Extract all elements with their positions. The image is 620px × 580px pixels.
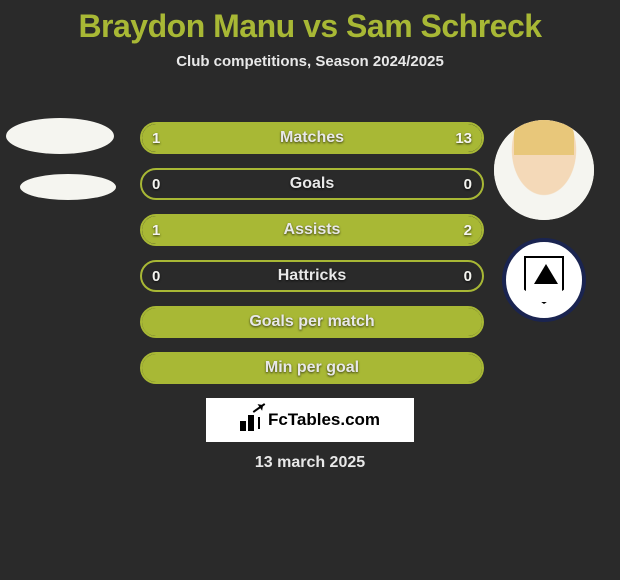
stat-label: Goals [142, 170, 482, 198]
right-column [494, 120, 594, 322]
stat-bar: 00Goals [140, 168, 484, 200]
stat-label: Goals per match [142, 308, 482, 336]
player2-club-logo [502, 238, 586, 322]
player1-name: Braydon Manu [78, 8, 294, 44]
left-column [6, 118, 116, 220]
stats-bars: 113Matches 00Goals 12Assists 00Hattricks Goa… [140, 122, 484, 398]
brand-box: FcTables.com [206, 398, 414, 442]
vs-label: vs [303, 8, 338, 44]
stat-bar: 12Assists [140, 214, 484, 246]
stat-label: Matches [142, 124, 482, 152]
stat-bar: Min per goal [140, 352, 484, 384]
stat-label: Assists [142, 216, 482, 244]
stat-bar: 113Matches [140, 122, 484, 154]
page-title: Braydon Manu vs Sam Schreck [0, 0, 620, 45]
subtitle: Club competitions, Season 2024/2025 [0, 53, 620, 70]
date-label: 13 march 2025 [0, 454, 620, 472]
player2-avatar [494, 120, 594, 220]
player2-name: Sam Schreck [346, 8, 542, 44]
player1-avatar-placeholder [6, 118, 114, 154]
player2-face-icon [494, 120, 594, 220]
brand-text: FcTables.com [268, 410, 380, 430]
player1-club-placeholder [20, 174, 116, 200]
fctables-logo-icon [240, 409, 262, 431]
stat-label: Hattricks [142, 262, 482, 290]
stat-bar: Goals per match [140, 306, 484, 338]
club-shield-icon [524, 256, 564, 304]
stat-label: Min per goal [142, 354, 482, 382]
stat-bar: 00Hattricks [140, 260, 484, 292]
